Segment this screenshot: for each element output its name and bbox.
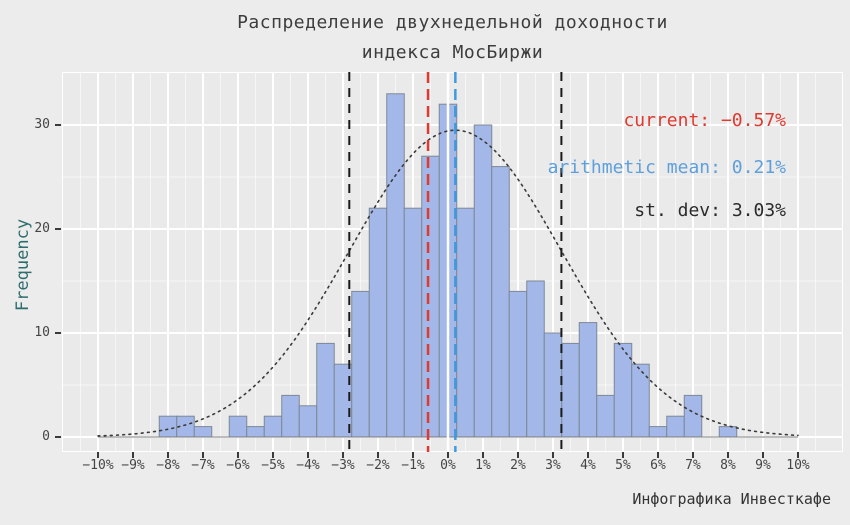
x-tick-label: −10%	[82, 458, 114, 473]
chart-title-line2: индекса МосБиржи	[361, 42, 544, 63]
histogram-bar	[596, 394, 615, 438]
x-tick-label: −6%	[226, 458, 250, 473]
x-tick-mark	[167, 452, 169, 458]
x-tick-mark	[272, 452, 274, 458]
y-tick-mark	[55, 228, 61, 230]
x-tick-label: −8%	[156, 458, 180, 473]
x-tick-label: −5%	[261, 458, 285, 473]
x-tick-label: −9%	[121, 458, 145, 473]
histogram-bar	[263, 415, 283, 438]
histogram-bar	[386, 93, 405, 438]
x-tick-mark	[482, 452, 484, 458]
x-tick-label: 5%	[615, 458, 631, 473]
x-tick-mark	[342, 452, 344, 458]
histogram-bar	[491, 166, 510, 438]
mean-annotation: arithmetic mean: 0.21%	[547, 157, 786, 178]
current-annotation: current: −0.57%	[623, 110, 786, 131]
histogram-bar	[246, 426, 265, 438]
histogram-bar	[543, 332, 563, 438]
x-tick-mark	[517, 452, 519, 458]
x-tick-mark	[447, 452, 449, 458]
x-tick-label: 2%	[510, 458, 526, 473]
histogram-bar	[578, 322, 598, 438]
x-tick-mark	[412, 452, 414, 458]
x-tick-mark	[202, 452, 204, 458]
y-tick-label: 20	[34, 221, 50, 236]
histogram-bar	[368, 207, 388, 438]
x-tick-mark	[762, 452, 764, 458]
y-tick-label: 30	[34, 117, 50, 132]
stdev-annotation: st. dev: 3.03%	[634, 200, 786, 221]
x-tick-label: −3%	[331, 458, 355, 473]
x-tick-mark	[622, 452, 624, 458]
x-tick-label: 4%	[580, 458, 596, 473]
x-tick-mark	[692, 452, 694, 458]
x-tick-label: −1%	[401, 458, 425, 473]
histogram-bar	[631, 363, 650, 438]
histogram-bar	[473, 124, 493, 438]
histogram-bar	[228, 415, 248, 438]
x-tick-label: −7%	[191, 458, 215, 473]
chart-title-line1: Распределение двухнедельной доходности	[237, 12, 668, 33]
x-tick-label: 8%	[720, 458, 736, 473]
x-tick-mark	[97, 452, 99, 458]
histogram-bar	[718, 426, 738, 438]
x-tick-mark	[727, 452, 729, 458]
x-tick-label: 7%	[685, 458, 701, 473]
histogram-bar	[683, 394, 703, 438]
source-caption: Инфографика Инвесткафе	[632, 490, 831, 508]
x-tick-mark	[657, 452, 659, 458]
histogram-bar	[281, 394, 300, 438]
histogram-bar	[193, 426, 213, 438]
x-tick-label: 10%	[786, 458, 810, 473]
x-tick-mark	[377, 452, 379, 458]
histogram-bar	[648, 426, 668, 438]
x-tick-label: 6%	[650, 458, 666, 473]
x-tick-label: 1%	[475, 458, 491, 473]
histogram-bar	[526, 280, 545, 438]
x-tick-mark	[587, 452, 589, 458]
x-tick-label: −2%	[366, 458, 390, 473]
x-tick-mark	[797, 452, 799, 458]
y-tick-mark	[55, 332, 61, 334]
x-tick-label: −4%	[296, 458, 320, 473]
histogram-bar	[403, 207, 423, 438]
y-tick-mark	[55, 124, 61, 126]
x-tick-mark	[552, 452, 554, 458]
histogram-bar	[158, 415, 178, 438]
x-tick-mark	[237, 452, 239, 458]
histogram-bar	[351, 290, 370, 438]
histogram-bar	[561, 342, 580, 438]
histogram-bar	[298, 405, 318, 438]
x-tick-mark	[132, 452, 134, 458]
x-tick-mark	[307, 452, 309, 458]
y-tick-mark	[55, 436, 61, 438]
normal-curve	[97, 129, 799, 437]
x-tick-label: 0%	[440, 458, 456, 473]
x-tick-label: 3%	[545, 458, 561, 473]
histogram-plot	[62, 72, 843, 452]
y-tick-label: 0	[42, 429, 50, 444]
histogram-bar	[316, 342, 335, 438]
histogram-bar	[508, 290, 528, 438]
histogram-bar	[421, 155, 440, 438]
histogram-bar	[666, 415, 685, 438]
histogram-bar	[456, 207, 475, 438]
x-tick-label: 9%	[755, 458, 771, 473]
y-tick-label: 10	[34, 325, 50, 340]
